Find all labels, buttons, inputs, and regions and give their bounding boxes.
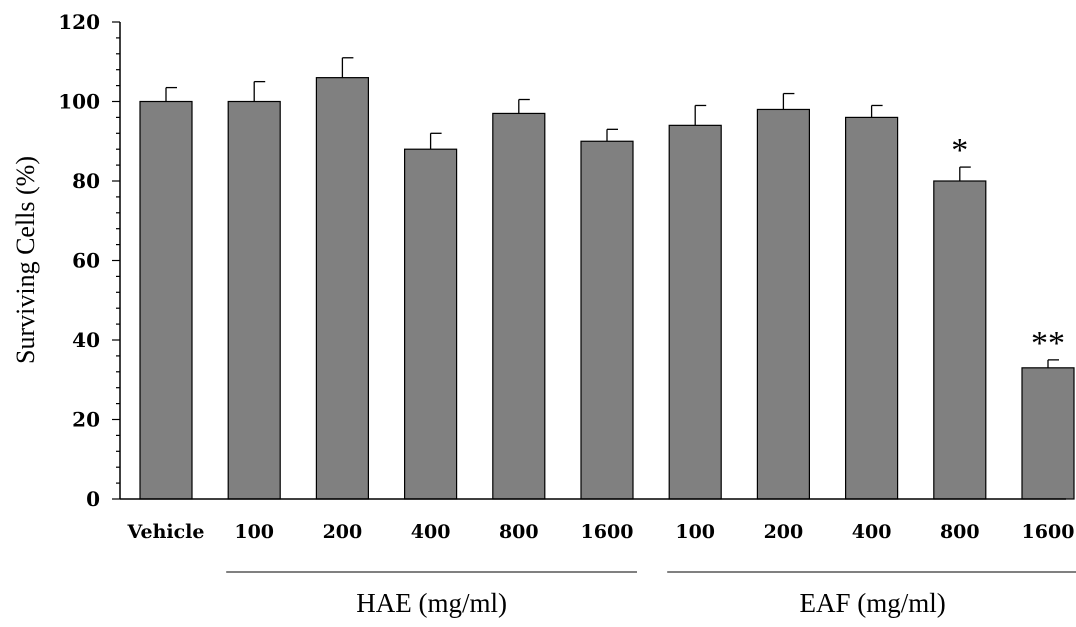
x-tick-label: Vehicle xyxy=(127,521,205,543)
bar xyxy=(933,180,987,500)
x-tick-label: 200 xyxy=(764,521,804,543)
x-tick-label: 100 xyxy=(675,521,715,543)
y-tick-label: 100 xyxy=(58,90,100,114)
bar xyxy=(668,124,722,500)
bar xyxy=(404,148,458,500)
bar xyxy=(844,116,899,500)
y-tick-label: 80 xyxy=(72,169,100,193)
x-tick-label: 200 xyxy=(323,521,363,543)
axes-layer xyxy=(112,21,1076,573)
x-tick-label: 400 xyxy=(411,521,451,543)
bar xyxy=(1021,367,1075,500)
bar xyxy=(492,112,546,500)
bar xyxy=(756,108,811,500)
significance-marker: * xyxy=(951,132,968,169)
x-tick-label: 100 xyxy=(234,521,274,543)
bar xyxy=(315,77,369,500)
y-tick-label: 120 xyxy=(58,10,100,34)
y-tick-label: 60 xyxy=(72,249,100,273)
group-label: HAE (mg/ml) xyxy=(356,588,507,618)
y-tick-label: 0 xyxy=(86,487,100,511)
y-axis-title: Surviving Cells (%) xyxy=(11,156,40,364)
bar xyxy=(227,100,281,500)
y-tick-label: 40 xyxy=(72,328,100,352)
x-tick-label: 1600 xyxy=(581,521,634,543)
significance-marker: ** xyxy=(1031,325,1065,362)
x-tick-label: 800 xyxy=(940,521,980,543)
group-label: EAF (mg/ml) xyxy=(799,588,945,618)
bar xyxy=(580,140,634,500)
bars-layer xyxy=(139,57,1075,500)
x-tick-label: 400 xyxy=(852,521,892,543)
x-tick-label: 1600 xyxy=(1022,521,1075,543)
x-tick-label: 800 xyxy=(499,521,539,543)
bar xyxy=(139,100,193,500)
y-tick-label: 20 xyxy=(72,408,100,432)
